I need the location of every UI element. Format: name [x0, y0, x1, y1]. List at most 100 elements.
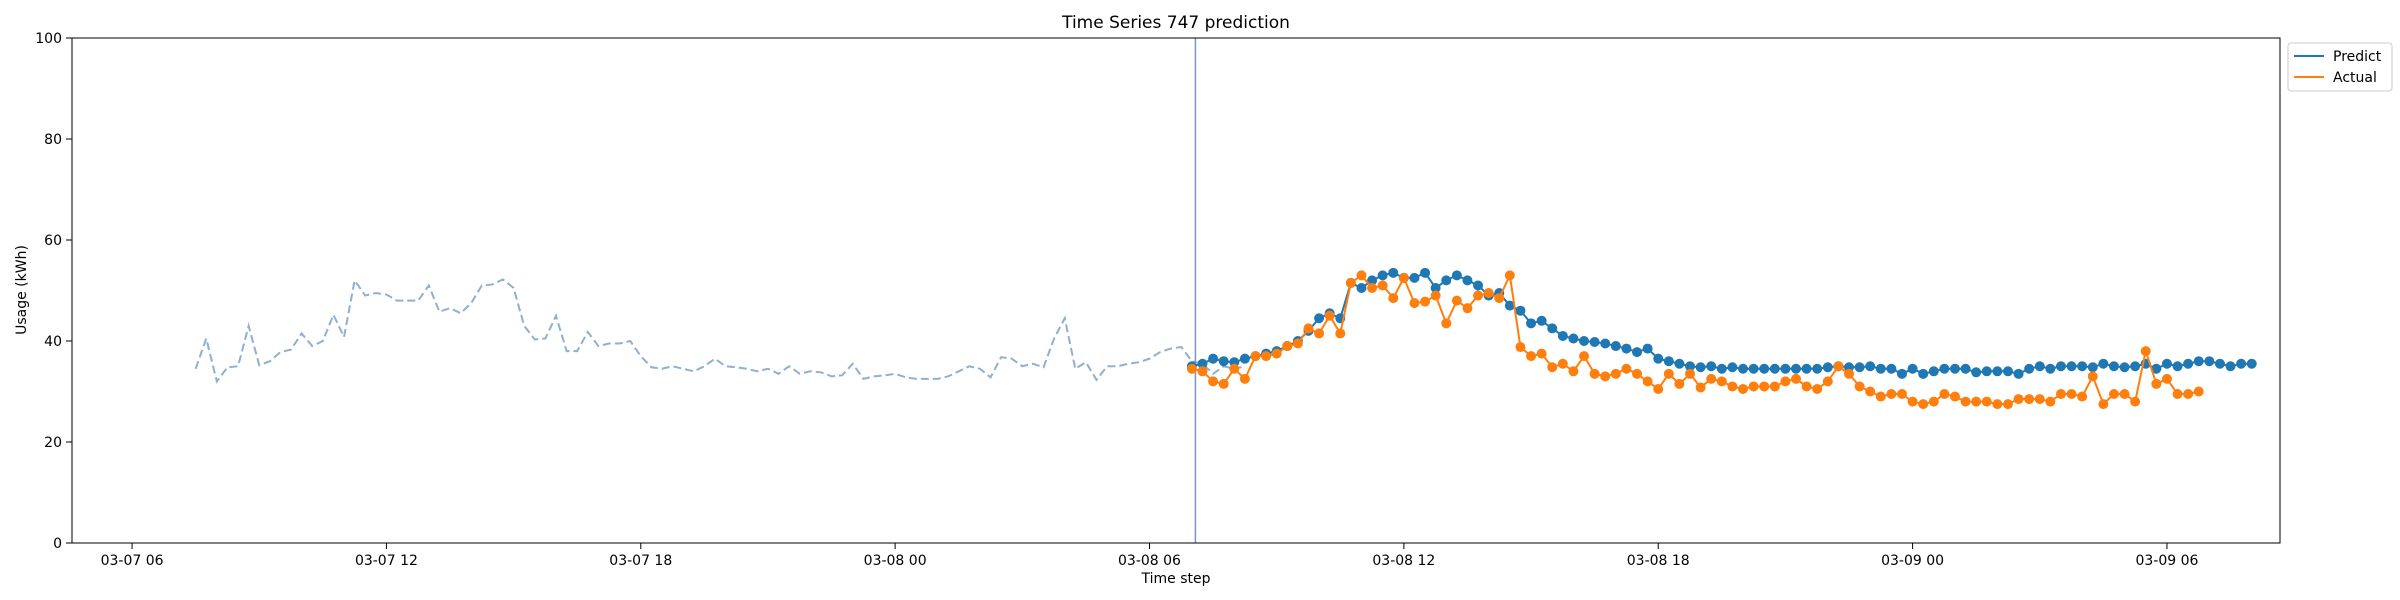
data-point-predict-49	[1706, 361, 1717, 372]
x-tick-label-4: 03-08 06	[1118, 553, 1181, 569]
data-point-predict-38	[1589, 337, 1600, 348]
data-point-actual-36	[1568, 366, 1579, 377]
data-point-predict-71	[1939, 363, 1950, 374]
data-point-actual-38	[1589, 368, 1600, 379]
data-point-actual-67	[1896, 389, 1907, 400]
data-point-predict-70	[1928, 366, 1939, 377]
data-point-predict-97	[2214, 358, 2225, 369]
y-tick-label-20: 20	[44, 435, 62, 451]
data-point-predict-3	[1218, 356, 1229, 367]
data-point-actual-45	[1663, 368, 1674, 379]
data-point-actual-57	[1791, 373, 1802, 384]
data-point-actual-41	[1621, 363, 1632, 374]
data-point-predict-48	[1695, 362, 1706, 373]
data-point-predict-93	[2172, 361, 2183, 372]
data-point-predict-43	[1642, 343, 1653, 354]
data-point-predict-47	[1685, 361, 1696, 372]
data-point-predict-88	[2119, 362, 2130, 373]
data-point-actual-49	[1706, 373, 1717, 384]
data-point-actual-27	[1473, 290, 1484, 301]
plot-area	[194, 38, 2257, 543]
data-point-predict-72	[1949, 363, 1960, 374]
data-point-actual-35	[1557, 358, 1568, 369]
data-point-actual-84	[2077, 391, 2088, 402]
data-point-actual-72	[1949, 391, 1960, 402]
data-point-actual-21	[1409, 298, 1420, 309]
data-point-actual-32	[1526, 351, 1537, 362]
x-tick-label-6: 03-08 18	[1627, 553, 1690, 569]
data-point-predict-86	[2098, 358, 2109, 369]
data-point-actual-63	[1854, 381, 1865, 392]
data-point-predict-21	[1409, 272, 1420, 283]
data-point-actual-3	[1218, 378, 1229, 389]
y-tick-label-40: 40	[44, 334, 62, 350]
data-point-actual-24	[1441, 318, 1452, 329]
data-point-predict-54	[1759, 363, 1770, 374]
x-tick-label-3: 03-08 00	[864, 553, 927, 569]
data-point-actual-59	[1812, 383, 1823, 394]
data-point-predict-80	[2034, 361, 2045, 372]
data-point-predict-75	[1981, 366, 1992, 377]
data-point-predict-58	[1801, 363, 1812, 374]
data-point-predict-18	[1377, 270, 1388, 281]
data-point-predict-46	[1674, 358, 1685, 369]
data-point-predict-31	[1515, 305, 1526, 316]
data-point-predict-25	[1451, 270, 1462, 281]
y-axis: 0 20 40 60 80 100	[35, 31, 72, 552]
data-point-predict-24	[1441, 275, 1452, 286]
y-tick-label-80: 80	[44, 132, 62, 148]
data-point-predict-34	[1547, 323, 1558, 334]
data-point-predict-27	[1473, 280, 1484, 291]
data-point-predict-40	[1610, 341, 1621, 352]
data-point-actual-8	[1271, 348, 1282, 359]
data-point-actual-1	[1197, 366, 1208, 377]
data-point-predict-59	[1812, 363, 1823, 374]
data-point-actual-10	[1292, 338, 1303, 349]
data-point-actual-17	[1367, 282, 1378, 293]
data-point-actual-58	[1801, 381, 1812, 392]
y-tick-label-60: 60	[44, 233, 62, 249]
data-point-actual-56	[1780, 376, 1791, 387]
data-point-predict-53	[1748, 363, 1759, 374]
data-point-actual-47	[1685, 368, 1696, 379]
data-point-actual-44	[1653, 383, 1664, 394]
data-point-predict-12	[1314, 313, 1325, 324]
data-point-predict-85	[2087, 362, 2098, 373]
data-point-actual-34	[1547, 362, 1558, 373]
data-point-predict-45	[1663, 356, 1674, 367]
data-point-predict-67	[1896, 368, 1907, 379]
data-point-actual-6	[1250, 351, 1261, 362]
data-point-actual-0	[1186, 363, 1197, 374]
data-point-actual-29	[1494, 293, 1505, 304]
data-point-predict-63	[1854, 362, 1865, 373]
data-point-actual-9	[1282, 341, 1293, 352]
data-point-actual-88	[2119, 389, 2130, 400]
data-point-actual-31	[1515, 342, 1526, 353]
data-point-actual-12	[1314, 328, 1325, 339]
data-point-predict-57	[1791, 363, 1802, 374]
data-point-predict-23	[1430, 282, 1441, 293]
data-point-predict-82	[2055, 361, 2066, 372]
data-point-predict-22	[1420, 267, 1431, 278]
data-point-actual-22	[1420, 296, 1431, 307]
y-tick-label-0: 0	[53, 536, 62, 552]
data-point-actual-11	[1303, 323, 1314, 334]
data-point-actual-69	[1918, 399, 1929, 410]
data-point-predict-19	[1388, 267, 1399, 278]
data-point-actual-91	[2151, 378, 2162, 389]
data-point-predict-89	[2130, 361, 2141, 372]
data-point-predict-5	[1239, 353, 1250, 364]
data-point-actual-5	[1239, 373, 1250, 384]
data-point-predict-16	[1356, 282, 1367, 293]
data-point-actual-79	[2024, 394, 2035, 405]
data-point-predict-73	[1960, 363, 1971, 374]
data-point-predict-1	[1197, 358, 1208, 369]
data-point-actual-80	[2034, 394, 2045, 405]
data-point-actual-95	[2193, 386, 2204, 397]
data-point-predict-78	[2013, 368, 2024, 379]
data-point-predict-55	[1769, 363, 1780, 374]
data-point-predict-44	[1653, 353, 1664, 364]
data-point-predict-37	[1579, 336, 1590, 346]
data-point-actual-15	[1345, 277, 1356, 288]
data-point-predict-39	[1600, 338, 1611, 349]
